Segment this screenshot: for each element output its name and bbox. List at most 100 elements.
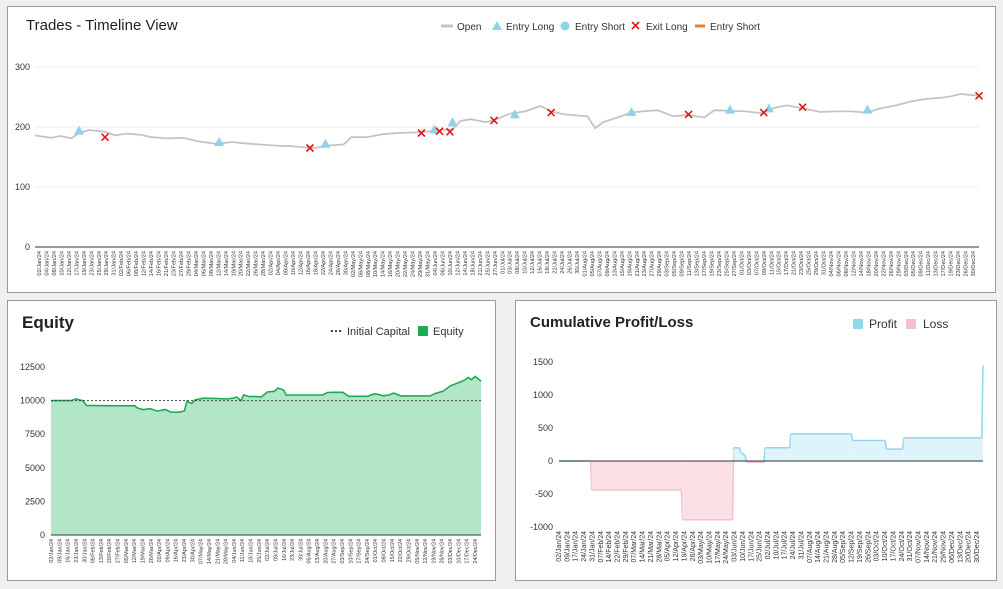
trades-y-tick: 300: [15, 62, 30, 72]
legend-entry-long-label: Entry Long: [506, 22, 554, 33]
pnl-x-tick: 24/Oct/24: [899, 531, 906, 561]
pnl-y-tick: 1500: [533, 357, 553, 367]
equity-x-tick: 23/Jul/24: [290, 539, 296, 561]
pnl-y-tick: 500: [538, 423, 553, 433]
equity-x-tick: 06/Aug/24: [307, 539, 313, 564]
pnl-x-tick: 29/Nov/24: [941, 531, 948, 563]
exit-long-marker: [547, 108, 556, 117]
pnl-x-tick: 26/Sep/24: [865, 531, 872, 563]
trades-x-tick: 08/Mar/24: [209, 251, 215, 276]
trades-x-tick: 11/Dec/24: [926, 251, 932, 276]
trades-x-tick: 04/Jan/24: [44, 251, 50, 276]
trades-x-tick: 29/Jan/24: [104, 251, 110, 276]
trades-x-tick: 29/Feb/24: [186, 251, 192, 276]
legend-entry-short-swatch: [560, 21, 570, 31]
trades-x-tick: 14/May/24: [381, 251, 387, 277]
legend-exit-long-label: Exit Long: [646, 22, 688, 33]
trades-x-tick: 17/Dec/24: [941, 251, 947, 277]
trades-x-tick: 26/Mar/24: [254, 251, 260, 276]
trades-x-tick: 20/Nov/24: [874, 251, 880, 277]
legend-exit-long-swatch: [631, 21, 640, 30]
pnl-panel: Cumulative Profit/Loss Profit Loss 1500 1…: [515, 300, 997, 581]
trades-x-tick: 21/Oct/24: [792, 251, 798, 275]
profit-area: [765, 447, 790, 461]
entry-long-marker: [320, 138, 331, 148]
pnl-x-tick: 31/Jul/24: [798, 531, 805, 560]
equity-y-tick: 2500: [25, 496, 45, 506]
trades-x-tick: 26/Apr/24: [336, 251, 342, 275]
trades-x-tick: 05/Sep/24: [672, 251, 678, 277]
exit-long-marker: [759, 108, 768, 117]
trades-x-tick: 14/Mar/24: [224, 251, 230, 276]
trades-x-tick: 06/Jun/24: [440, 251, 446, 276]
pnl-x-tick: 05/Apr/24: [665, 531, 672, 561]
equity-x-tick: 17/Sep/24: [357, 539, 363, 564]
equity-x-tick: 06/Feb/24: [91, 539, 97, 563]
trades-x-tick: 07/Oct/24: [754, 251, 760, 275]
trades-x-tick: 13/Dec/24: [934, 251, 940, 277]
profit-area: [886, 449, 903, 461]
entry-long-marker: [74, 125, 85, 135]
trades-x-tick: 18/Jun/24: [470, 251, 476, 276]
trades-x-tick: 08/May/24: [366, 251, 372, 277]
equity-x-tick: 18/Jun/24: [249, 539, 255, 563]
pnl-title: Cumulative Profit/Loss: [530, 314, 694, 331]
trades-x-tick: 25/Oct/24: [807, 251, 813, 275]
trades-x-tick: 02/Feb/24: [119, 251, 125, 276]
pnl-x-tick: 29/Feb/24: [623, 531, 630, 563]
pnl-x-tick: 14/Mar/24: [640, 531, 647, 563]
pnl-x-tick: 03/Oct/24: [874, 531, 881, 561]
trades-x-tick: 03/Oct/24: [747, 251, 753, 275]
trades-x-tick: 12/Nov/24: [851, 251, 857, 277]
exit-long-marker: [798, 103, 807, 112]
legend-entry-short-label: Entry Short: [575, 22, 625, 33]
trades-x-tick: 19/Aug/24: [627, 251, 633, 277]
entry-long-marker: [509, 109, 520, 119]
trades-y-tick: 0: [25, 242, 30, 252]
equity-x-tick: 21/May/24: [215, 539, 221, 564]
equity-x-tick: 19/Nov/24: [431, 539, 437, 564]
trades-x-tick: 04/Nov/24: [829, 251, 835, 277]
pnl-x-tick: 10/Jul/24: [773, 531, 780, 560]
pnl-x-tick: 10/Jun/24: [740, 531, 747, 562]
pnl-x-tick: 14/Feb/24: [606, 531, 613, 563]
pnl-x-tick: 17/Jun/24: [748, 531, 755, 562]
open-price-line: [34, 93, 980, 149]
trades-x-tick: 25/Sep/24: [724, 251, 730, 277]
trades-x-tick: 25/Jun/24: [485, 251, 491, 276]
trades-x-tick: 08/Apr/24: [284, 251, 290, 275]
equity-x-tick: 23/Jan/24: [74, 539, 80, 563]
trades-x-tick: 19/Jan/24: [82, 251, 88, 276]
pnl-x-tick: 28/Aug/24: [832, 531, 839, 563]
loss-line: [731, 447, 735, 520]
trades-x-tick: 15/Oct/24: [777, 251, 783, 275]
trades-x-tick: 05/Dec/24: [911, 251, 917, 277]
trades-x-tick: 26/Jul/24: [568, 251, 574, 274]
legend-profit-swatch: [853, 319, 863, 329]
trades-x-tick: 12/Jun/24: [455, 251, 461, 276]
pnl-y-tick: 1000: [533, 390, 553, 400]
trades-x-tick: 01/Jul/24: [500, 251, 506, 274]
loss-line: [680, 489, 684, 520]
pnl-y-tick: 0: [548, 456, 553, 466]
trades-x-tick: 01/Oct/24: [739, 251, 745, 275]
pnl-x-tick: 12/Apr/24: [673, 531, 680, 561]
trades-x-tick: 12/Apr/24: [299, 251, 305, 275]
pnl-x-tick: 17/May/24: [715, 531, 722, 564]
equity-y-tick: 10000: [20, 396, 45, 406]
equity-x-tick: 27/Feb/24: [116, 539, 122, 563]
trades-x-tick: 27/Jun/24: [493, 251, 499, 276]
trades-panel: Trades - Timeline View Open Entry Long E…: [7, 6, 996, 293]
trades-x-tick: 21/Aug/24: [635, 251, 641, 277]
equity-area: [51, 376, 481, 535]
trades-x-tick: 02/Apr/24: [269, 251, 275, 275]
equity-x-tick: 12/Mar/24: [132, 539, 138, 563]
equity-x-tick: 26/Mar/24: [149, 539, 155, 563]
trades-x-tick: 26/Nov/24: [889, 251, 895, 277]
entry-long-marker: [214, 137, 225, 146]
equity-x-tick: 28/May/24: [224, 539, 230, 564]
equity-x-tick: 23/Apr/24: [182, 539, 188, 562]
equity-y-tick: 12500: [20, 362, 45, 372]
trades-x-tick: 06/Feb/24: [127, 251, 133, 276]
trades-x-tick: 29/Aug/24: [657, 251, 663, 277]
